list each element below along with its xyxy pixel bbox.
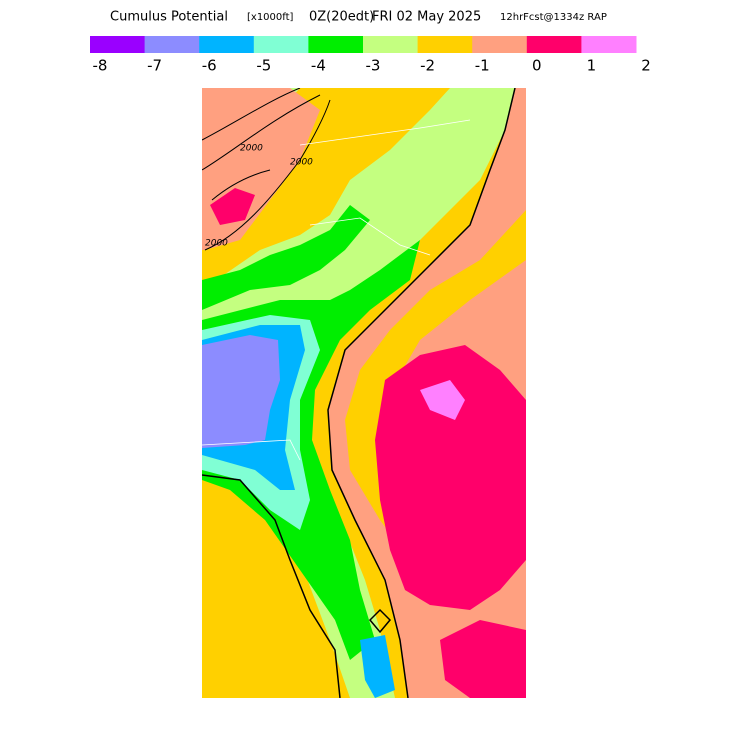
contours (202, 88, 331, 251)
field-magenta-mtn (210, 188, 255, 225)
colorbar-tick-label: -1 (475, 57, 490, 75)
colorbar-swatch (90, 36, 146, 53)
colorbar-tick-label: 1 (587, 57, 597, 75)
title-text: Cumulus Potential (110, 10, 228, 25)
colorbar: -8 -7 -6 -5 -4 -3 -2 -1 0 1 2 (90, 36, 651, 75)
state-borders (202, 119, 471, 461)
colorbar-tick-label: -4 (311, 57, 326, 75)
colorbar-swatch (472, 36, 528, 53)
colorbar-swatch (363, 36, 419, 53)
colorbar-tick-label: 0 (532, 57, 542, 75)
field-pink (420, 380, 465, 420)
field-offshore-orange (345, 210, 526, 540)
field-periwinkle (202, 335, 280, 448)
colorbar-swatch (417, 36, 473, 53)
field-blue-2 (360, 635, 395, 698)
colorbar-swatch (308, 36, 364, 53)
colorbar-swatch (581, 36, 637, 53)
title-units: [x1000ft] (247, 12, 294, 23)
colorbar-swatch (144, 36, 200, 53)
colorbar-tick-label: -3 (366, 57, 381, 75)
title: Cumulus Potential [x1000ft] 0Z(20edt) FR… (110, 10, 607, 25)
colorbar-tick-label: -8 (93, 57, 108, 75)
colorbar-tick-label: -7 (147, 57, 162, 75)
field-orange (202, 88, 515, 698)
colorbar-tick-label: -2 (420, 57, 435, 75)
title-forecast: 12hrFcst@1334z RAP (500, 12, 607, 23)
colorbar-swatch (199, 36, 255, 53)
contour-label: 2000 (205, 239, 228, 249)
map: 2000 2000 2000 (202, 88, 526, 698)
coastline-west (202, 474, 341, 698)
field-magenta-sea-2 (440, 620, 526, 698)
contour-label: 2000 (240, 144, 263, 154)
title-date: FRI 02 May 2025 (372, 10, 481, 25)
title-run: 0Z(20edt) (309, 10, 374, 25)
field-magenta-sea (375, 345, 526, 610)
colorbar-tick-label: -5 (256, 57, 271, 75)
contour-label: 2000 (290, 158, 313, 168)
colorbar-swatch (253, 36, 309, 53)
colorbar-tick-label: 2 (641, 57, 651, 75)
lake (368, 608, 392, 634)
colorbar-swatch (526, 36, 582, 53)
field-green (202, 205, 370, 310)
coastline (327, 88, 516, 698)
colorbar-tick-label: -6 (202, 57, 217, 75)
